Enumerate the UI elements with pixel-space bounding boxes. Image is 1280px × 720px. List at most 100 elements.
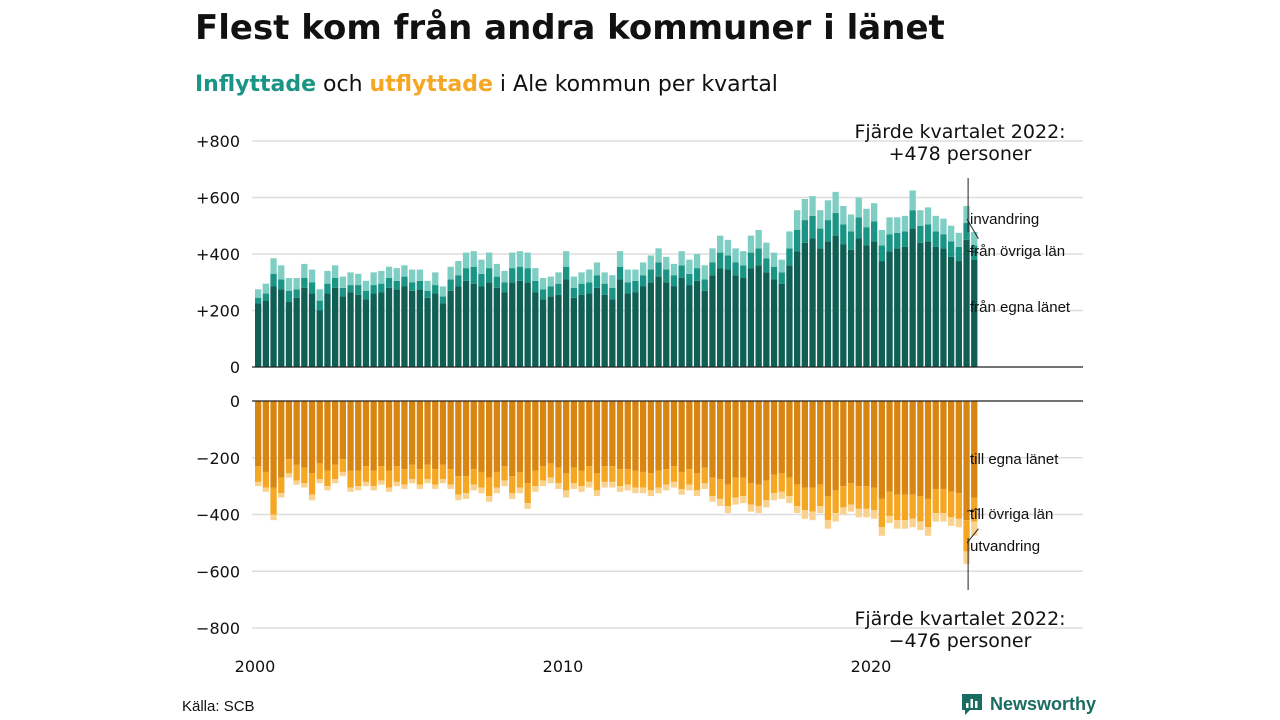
outflow-bar-own-county	[948, 401, 955, 492]
inflow-bar-immigration	[940, 218, 947, 235]
outflow-bar-emigration	[501, 480, 508, 487]
inflow-bar-own-county	[670, 286, 678, 367]
inflow-bar-own-county	[932, 246, 939, 367]
series-label-inflow: från övriga län	[970, 243, 1065, 260]
outflow-bar-other-county	[940, 488, 947, 514]
outflow-bar-other-county	[524, 483, 531, 504]
inflow-bar-immigration	[493, 263, 500, 277]
outflow-bar-other-county	[740, 477, 747, 497]
inflow-bar-own-county	[462, 280, 470, 367]
inflow-bar-own-county	[778, 283, 785, 367]
inflow-bar-own-county	[432, 293, 439, 367]
inflow-bar-immigration	[486, 252, 493, 269]
outflow-bar-other-county	[647, 473, 654, 491]
inflow-bar-immigration	[616, 251, 624, 267]
inflow-bar-other-county	[786, 248, 793, 266]
inflow-bar-immigration	[424, 280, 431, 291]
inflow-bar-other-county	[678, 265, 685, 279]
outflow-bar-own-county	[478, 401, 485, 472]
outflow-bar-other-county	[447, 469, 454, 485]
inflow-bar-own-county	[917, 242, 924, 367]
x-tick-label: 2010	[543, 657, 584, 676]
inflow-bar-immigration	[971, 231, 978, 246]
outflow-bar-emigration	[586, 481, 593, 488]
inflow-bar-other-county	[563, 266, 570, 280]
label-leader	[966, 218, 979, 239]
inflow-bar-other-county	[717, 252, 724, 269]
inflow-bar-immigration	[901, 215, 909, 232]
outflow-bar-other-county	[609, 466, 616, 482]
inflow-bar-immigration	[824, 200, 832, 221]
outflow-bar-other-county	[770, 474, 778, 494]
outflow-bar-own-county	[563, 401, 570, 474]
inflow-bar-own-county	[924, 241, 932, 367]
inflow-bar-immigration	[516, 251, 524, 267]
outflow-bar-own-county	[686, 401, 693, 470]
outflow-bar-emigration	[724, 505, 731, 514]
outflow-bar-other-county	[308, 473, 316, 495]
outflow-bar-own-county	[578, 401, 585, 471]
inflow-bar-other-county	[609, 287, 616, 300]
inflow-bar-own-county	[455, 286, 462, 367]
inflow-bar-own-county	[840, 244, 847, 367]
outflow-bar-emigration	[509, 493, 516, 499]
inflow-bar-own-county	[501, 292, 508, 367]
top-y-tick-label: +200	[196, 302, 240, 321]
inflow-bar-own-county	[909, 228, 916, 367]
outflow-bar-emigration	[439, 479, 447, 484]
outflow-bar-other-county	[301, 467, 308, 484]
inflow-bar-other-county	[886, 234, 893, 252]
inflow-bar-other-county	[801, 220, 808, 243]
inflow-bar-own-county	[255, 303, 262, 367]
inflow-bar-immigration	[347, 272, 354, 286]
inflow-bar-immigration	[724, 239, 731, 256]
inflow-bar-own-county	[308, 293, 316, 367]
inflow-bar-own-county	[693, 280, 701, 367]
inflow-bar-immigration	[847, 214, 855, 232]
inflow-bar-other-county	[948, 241, 955, 257]
outflow-bar-other-county	[655, 470, 662, 488]
inflow-bar-immigration	[894, 217, 901, 233]
inflow-bar-own-county	[647, 282, 654, 367]
inflow-bar-immigration	[955, 232, 962, 247]
outflow-bar-emigration	[278, 493, 285, 498]
inflow-bar-other-county	[532, 280, 539, 293]
outflow-bar-other-county	[547, 463, 554, 478]
inflow-bar-immigration	[778, 259, 785, 273]
inflow-bar-immigration	[432, 272, 439, 286]
outflow-bar-other-county	[370, 470, 377, 487]
outflow-bar-other-county	[701, 467, 708, 484]
outflow-bar-emigration	[362, 481, 370, 487]
outflow-bar-emigration	[686, 484, 693, 491]
outflow-bar-own-county	[270, 401, 277, 488]
outflow-bar-other-county	[347, 470, 354, 488]
outflow-bar-own-county	[663, 401, 670, 470]
inflow-bar-own-county	[632, 292, 639, 367]
outflow-bar-emigration	[655, 487, 662, 494]
outflow-bar-own-county	[740, 401, 747, 478]
inflow-bar-other-county	[539, 289, 547, 300]
inflow-bar-own-county	[262, 300, 269, 367]
axes: +800 +600 +400 +200 0 0 −200 −400 −600 −800 2000 20…	[196, 132, 1083, 676]
inflow-bar-immigration	[439, 286, 447, 297]
outflow-bar-own-county	[501, 401, 508, 467]
outflow-bar-own-county	[370, 401, 377, 471]
outflow-bar-emigration	[809, 511, 816, 521]
inflow-bar-immigration	[855, 197, 862, 218]
outflow-bar-emigration	[632, 487, 639, 494]
bars	[255, 190, 978, 565]
outflow-bar-own-county	[709, 401, 716, 478]
inflow-bar-own-county	[378, 292, 385, 367]
outflow-bar-emigration	[262, 487, 269, 492]
inflow-bar-immigration	[563, 251, 570, 267]
inflow-bar-other-county	[447, 279, 454, 291]
inflow-bar-own-county	[940, 248, 947, 367]
outflow-bar-own-county	[763, 401, 770, 481]
bottom-y-tick-label: −600	[196, 562, 240, 581]
outflow-bar-other-county	[278, 477, 285, 494]
inflow-bar-own-county	[971, 259, 978, 367]
inflow-bar-immigration	[324, 270, 331, 284]
inflow-bar-own-county	[447, 290, 454, 367]
inflow-bar-immigration	[462, 252, 470, 269]
outflow-bar-other-county	[324, 470, 331, 487]
